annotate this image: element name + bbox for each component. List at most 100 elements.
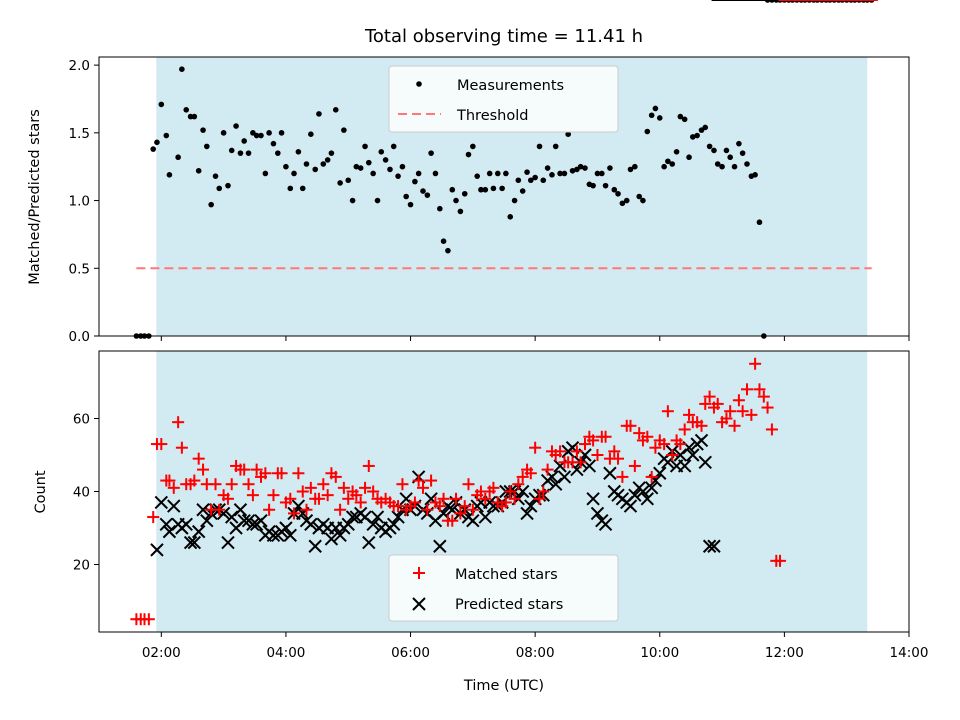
top-legend-box <box>388 65 619 133</box>
bottom-axes-frame <box>98 350 910 633</box>
measurement-point <box>166 172 173 178</box>
measurement-point <box>365 159 372 166</box>
predicted-star-point <box>598 517 613 532</box>
predicted-star-point <box>644 481 659 495</box>
measurement-point <box>357 165 364 171</box>
matched-star-point <box>175 441 188 454</box>
matched-star-point <box>541 463 554 476</box>
measurement-point <box>266 130 272 136</box>
measurement-point <box>486 170 493 177</box>
y-tick-label: 1.5 <box>69 126 90 142</box>
x-axis-label: Time (UTC) <box>463 678 544 694</box>
matched-star-point <box>225 478 238 491</box>
measurement-point <box>258 132 264 139</box>
measurement-point <box>636 193 643 200</box>
predicted-star-point <box>586 492 600 506</box>
matched-star-point <box>699 397 712 410</box>
measurement-point <box>694 132 700 139</box>
measurement-point <box>262 170 269 177</box>
matched-star-point <box>512 478 525 491</box>
matched-star-point <box>612 452 625 465</box>
y-tick-label: 40 <box>73 485 90 501</box>
matched-star-point <box>450 492 463 505</box>
predicted-star-point <box>183 535 198 550</box>
measurement-point <box>370 170 376 177</box>
measurement-point <box>432 170 439 177</box>
measurement-point <box>532 174 538 181</box>
matched-star-point <box>628 459 641 472</box>
predicted-star-point <box>628 488 642 502</box>
measurement-point <box>470 143 476 150</box>
measurement-point <box>673 149 680 155</box>
predicted-star-point <box>266 528 281 542</box>
x-tick-label: 10:00 <box>640 645 679 661</box>
bottom-y-axis-label: Count <box>33 470 49 513</box>
measurement-point <box>490 185 497 192</box>
matched-star-point <box>504 485 517 498</box>
bottom-legend-box <box>388 554 619 622</box>
measurement-point <box>341 127 347 133</box>
matched-star-point <box>529 441 542 454</box>
top-y-ticks: 0.0 0.5 1.0 1.5 2.0 <box>69 58 99 345</box>
matched-star-point <box>296 485 309 498</box>
matched-star-point <box>516 470 529 483</box>
measurement-point <box>320 161 327 167</box>
matched-star-point <box>745 408 758 421</box>
matched-star-point <box>579 438 591 451</box>
predicted-star-point <box>304 517 318 532</box>
measurement-point <box>332 107 339 113</box>
bottom-legend: Matched stars Predicted stars <box>388 554 619 622</box>
measurement-point <box>540 177 547 184</box>
measurement-point <box>494 170 501 177</box>
predicted-star-point <box>254 513 268 528</box>
measurement-point <box>669 161 676 167</box>
measurement-point <box>245 150 252 156</box>
matched-star-point <box>317 478 330 491</box>
measurement-point <box>237 150 244 156</box>
measurement-point <box>640 197 646 204</box>
matched-star-point <box>263 503 276 516</box>
measurement-point <box>652 105 659 112</box>
measurement-point <box>437 205 443 212</box>
matched-star-point <box>466 503 479 516</box>
matched-star-point <box>487 481 500 494</box>
measurement-point <box>527 177 534 184</box>
predicted-star-point <box>333 528 347 542</box>
predicted-star-point <box>478 510 493 524</box>
matched-star-point <box>753 383 766 396</box>
matched-star-point <box>167 481 180 494</box>
top-legend: Measurements Threshold <box>388 65 619 133</box>
measurement-point <box>744 161 750 167</box>
matched-star-point <box>433 500 446 513</box>
matched-star-point <box>209 478 222 491</box>
matched-star-point <box>645 470 658 483</box>
predicted-star-point <box>557 470 572 484</box>
measurement-point <box>191 113 198 120</box>
measurement-point <box>702 124 709 131</box>
measurement-point <box>287 185 294 192</box>
measurement-point <box>739 150 746 156</box>
matched-star-point <box>446 514 459 527</box>
predicted-star-point <box>154 495 169 510</box>
measurement-point <box>179 66 185 72</box>
matched-star-point <box>147 511 160 524</box>
measurement-point <box>390 143 397 150</box>
measurement-point <box>689 134 696 140</box>
legend-predicted-label: Predicted stars <box>455 597 563 613</box>
matched-star-point <box>570 445 583 458</box>
x-tick-label: 14:00 <box>890 645 929 661</box>
matched-star-point <box>587 434 600 447</box>
measurement-point <box>557 170 563 177</box>
measurement-point <box>324 157 331 163</box>
y-tick-label: 2.0 <box>69 58 90 74</box>
measurement-point <box>378 149 385 155</box>
predicted-star-point <box>391 510 405 524</box>
matched-star-point <box>458 500 471 513</box>
measurement-point <box>756 219 763 226</box>
predicted-star-point <box>279 521 293 535</box>
x-tick-label: 06:00 <box>391 645 430 661</box>
matched-star-point <box>711 397 724 410</box>
matched-star-point <box>250 463 263 476</box>
predicted-star-point <box>677 459 692 473</box>
measurement-point <box>228 147 235 154</box>
